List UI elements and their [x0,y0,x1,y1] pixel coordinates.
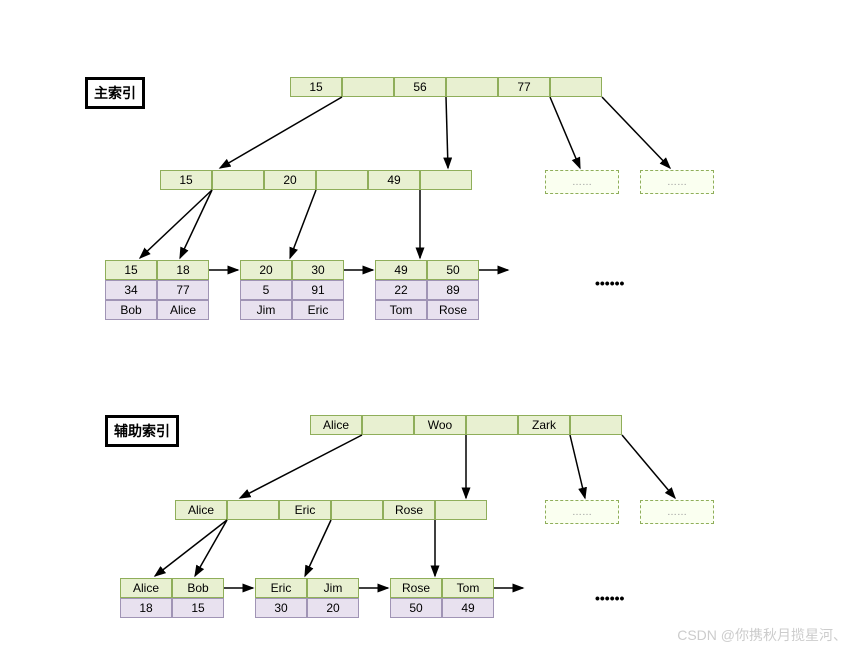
secondary-leaf-1: EricJim3020 [255,578,359,618]
watermark-text: CSDN @你携秋月揽星河、 [677,625,847,645]
node-cell: Woo [414,415,466,435]
node-cell [212,170,264,190]
leaf-cell: Alice [120,578,172,598]
arrow [602,97,670,168]
arrow [305,520,331,576]
leaf-cell: 22 [375,280,427,300]
leaf-cell: Rose [427,300,479,320]
primary-index-title: 主索引 [85,77,145,109]
node-cell [435,500,487,520]
primary-title-text: 主索引 [94,85,136,101]
arrow [550,97,580,168]
leaf-cell: 34 [105,280,157,300]
leaf-cell: Bob [105,300,157,320]
node-cell: 15 [160,170,212,190]
secondary-dashed-1: …… [640,500,714,524]
node-cell: Eric [279,500,331,520]
arrow [570,435,585,498]
arrow [290,190,316,258]
node-cell [227,500,279,520]
secondary-leaf-2: RoseTom5049 [390,578,494,618]
node-cell: Alice [310,415,362,435]
leaf-cell: 30 [292,260,344,280]
arrow [446,97,448,168]
secondary-title-text: 辅助索引 [114,423,170,439]
secondary-mid-node: Alice Eric Rose [175,500,487,520]
node-cell [466,415,518,435]
node-cell [420,170,472,190]
leaf-cell: 15 [172,598,224,618]
node-cell [446,77,498,97]
primary-dashed-1: …… [640,170,714,194]
node-cell: 56 [394,77,446,97]
arrow [140,190,212,258]
primary-root-node: 15 56 77 [290,77,602,97]
secondary-ellipsis: •••••• [595,590,624,606]
secondary-dashed-0: …… [545,500,619,524]
arrow [240,435,362,498]
leaf-cell: 77 [157,280,209,300]
leaf-cell: Tom [375,300,427,320]
leaf-cell: Bob [172,578,224,598]
leaf-cell: 30 [255,598,307,618]
leaf-cell: 89 [427,280,479,300]
primary-ellipsis: •••••• [595,275,624,291]
secondary-index-title: 辅助索引 [105,415,179,447]
node-cell [342,77,394,97]
leaf-cell: Alice [157,300,209,320]
primary-leaf-1: 2030591JimEric [240,260,344,320]
node-cell [550,77,602,97]
arrow [622,435,675,498]
node-cell [331,500,383,520]
node-cell: 77 [498,77,550,97]
leaf-cell: 49 [442,598,494,618]
node-cell: 20 [264,170,316,190]
node-cell: 49 [368,170,420,190]
arrow [155,520,227,576]
leaf-cell: 18 [157,260,209,280]
secondary-root-node: Alice Woo Zark [310,415,622,435]
leaf-cell: Rose [390,578,442,598]
leaf-cell: 5 [240,280,292,300]
leaf-cell: Tom [442,578,494,598]
arrow [180,190,212,258]
leaf-cell: 50 [427,260,479,280]
arrow [220,97,342,168]
leaf-cell: Eric [292,300,344,320]
arrow [195,520,227,576]
node-cell: Zark [518,415,570,435]
node-cell [362,415,414,435]
primary-dashed-0: …… [545,170,619,194]
leaf-cell: 20 [240,260,292,280]
leaf-cell: 20 [307,598,359,618]
primary-leaf-0: 15183477BobAlice [105,260,209,320]
leaf-cell: 49 [375,260,427,280]
primary-leaf-2: 49502289TomRose [375,260,479,320]
leaf-cell: 50 [390,598,442,618]
leaf-cell: Jim [307,578,359,598]
leaf-cell: Jim [240,300,292,320]
leaf-cell: 91 [292,280,344,300]
primary-mid-node: 15 20 49 [160,170,472,190]
leaf-cell: 18 [120,598,172,618]
leaf-cell: 15 [105,260,157,280]
node-cell: 15 [290,77,342,97]
leaf-cell: Eric [255,578,307,598]
node-cell: Rose [383,500,435,520]
secondary-leaf-0: AliceBob1815 [120,578,224,618]
node-cell: Alice [175,500,227,520]
node-cell [570,415,622,435]
node-cell [316,170,368,190]
